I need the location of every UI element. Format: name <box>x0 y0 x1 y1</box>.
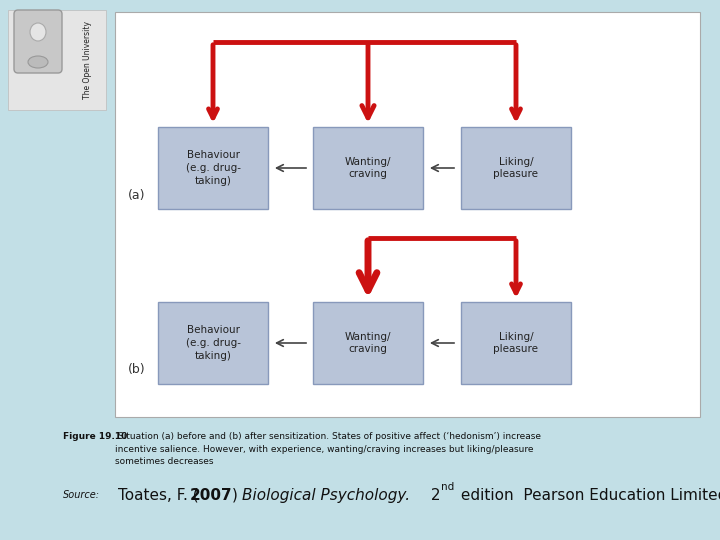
Text: Figure 19.10: Figure 19.10 <box>63 432 127 441</box>
Text: Toates, F. (: Toates, F. ( <box>118 488 199 503</box>
Text: Source:: Source: <box>63 490 100 500</box>
Text: 2007: 2007 <box>190 488 233 503</box>
FancyBboxPatch shape <box>8 10 106 110</box>
Ellipse shape <box>28 56 48 68</box>
FancyBboxPatch shape <box>14 10 62 73</box>
FancyBboxPatch shape <box>461 127 571 209</box>
Text: Liking/
pleasure: Liking/ pleasure <box>493 332 539 354</box>
Text: ): ) <box>232 488 243 503</box>
Text: Situation (a) before and (b) after sensitization. States of positive affect (‘he: Situation (a) before and (b) after sensi… <box>115 432 541 466</box>
Text: Behaviour
(e.g. drug-
taking): Behaviour (e.g. drug- taking) <box>186 150 240 186</box>
Text: (a): (a) <box>128 190 145 202</box>
FancyBboxPatch shape <box>158 302 268 384</box>
Text: The Open University: The Open University <box>84 21 92 99</box>
FancyBboxPatch shape <box>115 12 700 417</box>
Text: Wanting/
craving: Wanting/ craving <box>345 157 391 179</box>
Text: Liking/
pleasure: Liking/ pleasure <box>493 157 539 179</box>
Ellipse shape <box>30 23 46 41</box>
Text: Wanting/
craving: Wanting/ craving <box>345 332 391 354</box>
Text: nd: nd <box>441 482 454 492</box>
FancyBboxPatch shape <box>313 302 423 384</box>
Text: 2: 2 <box>426 488 441 503</box>
FancyBboxPatch shape <box>158 127 268 209</box>
Text: Behaviour
(e.g. drug-
taking): Behaviour (e.g. drug- taking) <box>186 325 240 361</box>
FancyBboxPatch shape <box>313 127 423 209</box>
Text: Biological Psychology.: Biological Psychology. <box>242 488 410 503</box>
FancyBboxPatch shape <box>461 302 571 384</box>
Text: edition  Pearson Education Limited: edition Pearson Education Limited <box>456 488 720 503</box>
Text: (b): (b) <box>128 363 145 376</box>
